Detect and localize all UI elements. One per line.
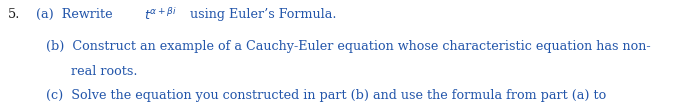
Text: (a)  Rewrite: (a) Rewrite	[24, 8, 117, 21]
Text: real roots.: real roots.	[71, 65, 138, 78]
Text: using Euler’s Formula.: using Euler’s Formula.	[186, 8, 337, 21]
Text: 5.: 5.	[8, 8, 21, 21]
Text: $t^{\alpha+\beta i}$: $t^{\alpha+\beta i}$	[144, 8, 177, 23]
Text: (b)  Construct an example of a Cauchy-Euler equation whose characteristic equati: (b) Construct an example of a Cauchy-Eul…	[46, 40, 650, 53]
Text: (c)  Solve the equation you constructed in part (b) and use the formula from par: (c) Solve the equation you constructed i…	[46, 89, 606, 102]
